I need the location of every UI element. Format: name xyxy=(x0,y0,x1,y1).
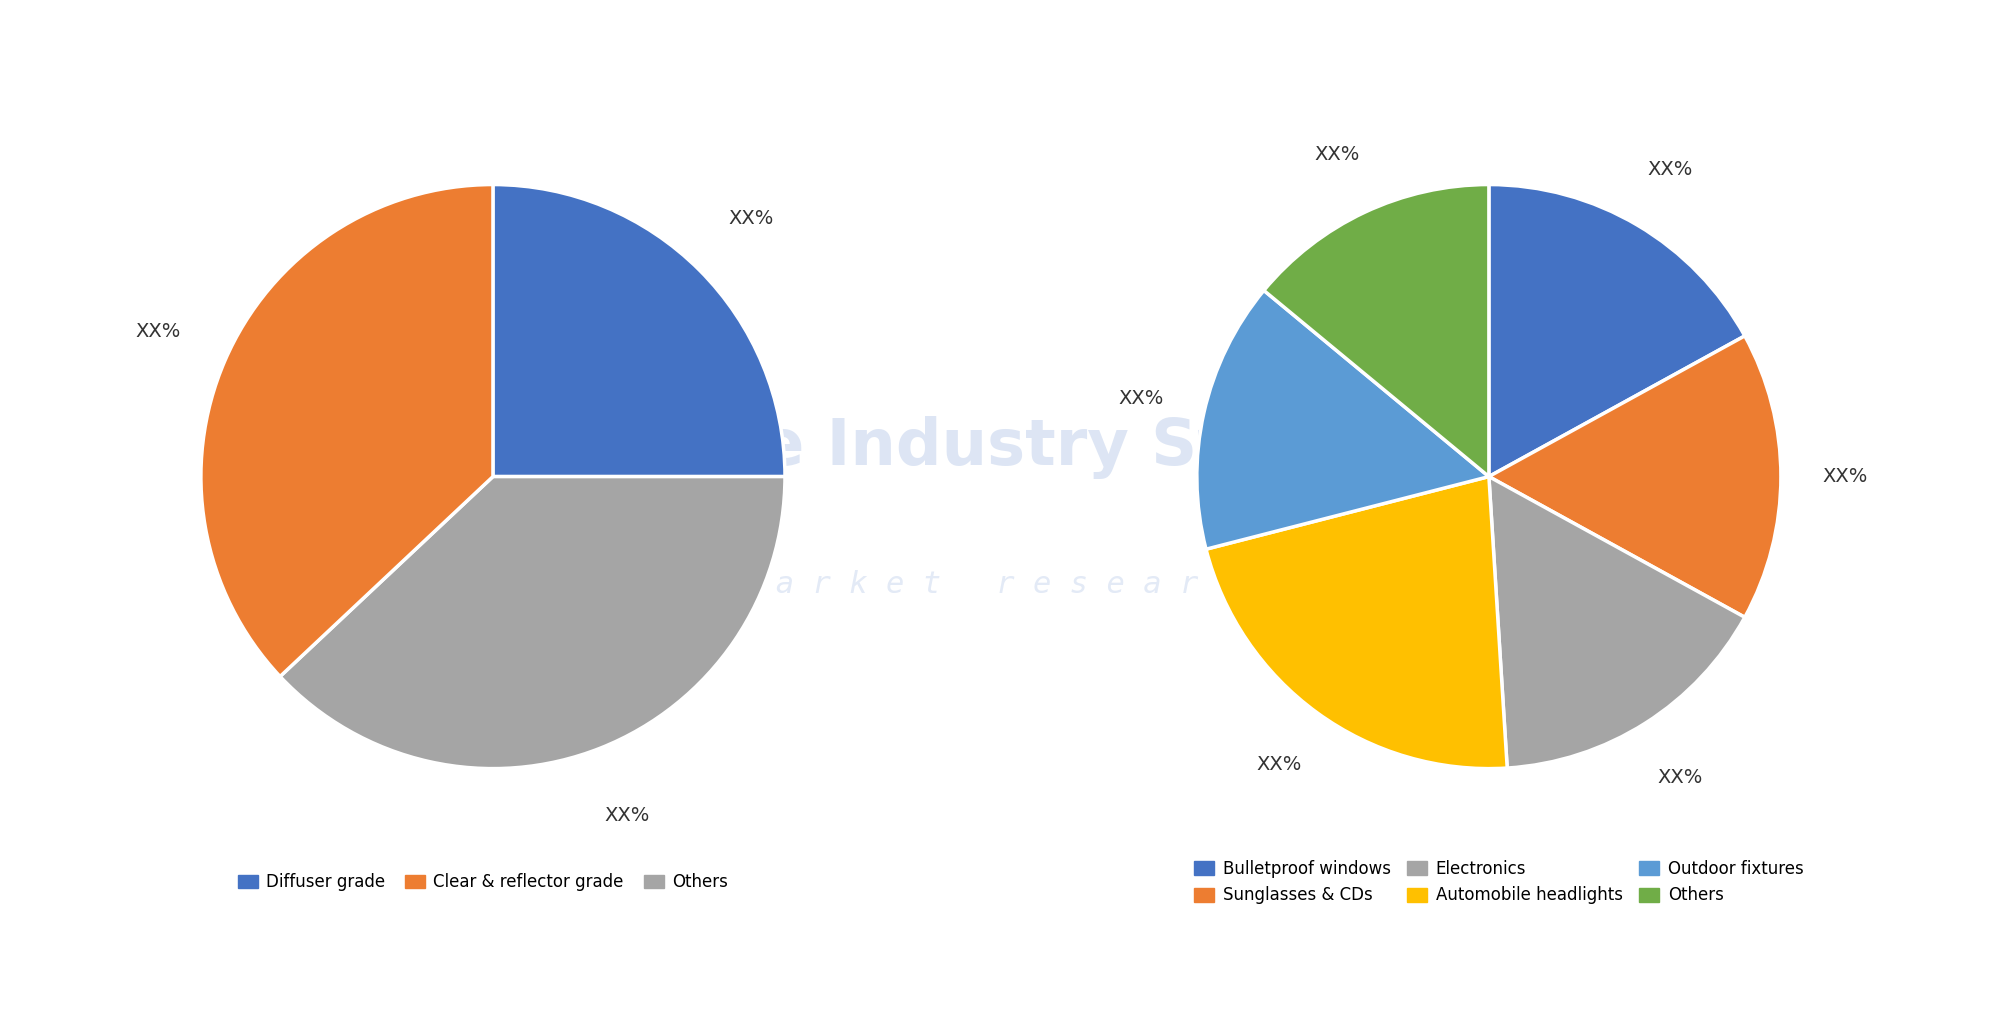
Wedge shape xyxy=(201,185,493,676)
Text: XX%: XX% xyxy=(1823,467,1867,486)
Legend: Diffuser grade, Clear & reflector grade, Others: Diffuser grade, Clear & reflector grade,… xyxy=(231,867,734,897)
Wedge shape xyxy=(1197,290,1489,550)
Text: m a r k e t   r e s e a r c h: m a r k e t r e s e a r c h xyxy=(740,570,1272,598)
Wedge shape xyxy=(1264,185,1489,477)
Text: Website: www.theindustrystats.com: Website: www.theindustrystats.com xyxy=(1408,967,1777,986)
Legend: Bulletproof windows, Sunglasses & CDs, Electronics, Automobile headlights, Outdo: Bulletproof windows, Sunglasses & CDs, E… xyxy=(1187,854,1811,911)
Wedge shape xyxy=(280,477,785,769)
Wedge shape xyxy=(493,185,785,477)
Text: Fig. Global Polycarbonate Materials Market Share by Product Types & Application: Fig. Global Polycarbonate Materials Mark… xyxy=(30,49,1245,75)
Text: XX%: XX% xyxy=(1658,768,1702,787)
Text: XX%: XX% xyxy=(606,806,650,825)
Text: XX%: XX% xyxy=(1648,160,1692,179)
Text: XX%: XX% xyxy=(1258,755,1302,775)
Text: Email: sales@theindustrystats.com: Email: sales@theindustrystats.com xyxy=(744,967,1099,986)
Wedge shape xyxy=(1489,477,1744,768)
Wedge shape xyxy=(1489,185,1744,477)
Text: XX%: XX% xyxy=(1119,389,1163,409)
Text: XX%: XX% xyxy=(135,322,181,341)
Text: XX%: XX% xyxy=(728,209,775,228)
Wedge shape xyxy=(1205,477,1507,769)
Wedge shape xyxy=(1489,336,1781,618)
Text: The Industry Stats: The Industry Stats xyxy=(672,416,1340,479)
Text: XX%: XX% xyxy=(1314,145,1360,163)
Text: Source: Theindustrystats Analysis: Source: Theindustrystats Analysis xyxy=(30,967,376,986)
